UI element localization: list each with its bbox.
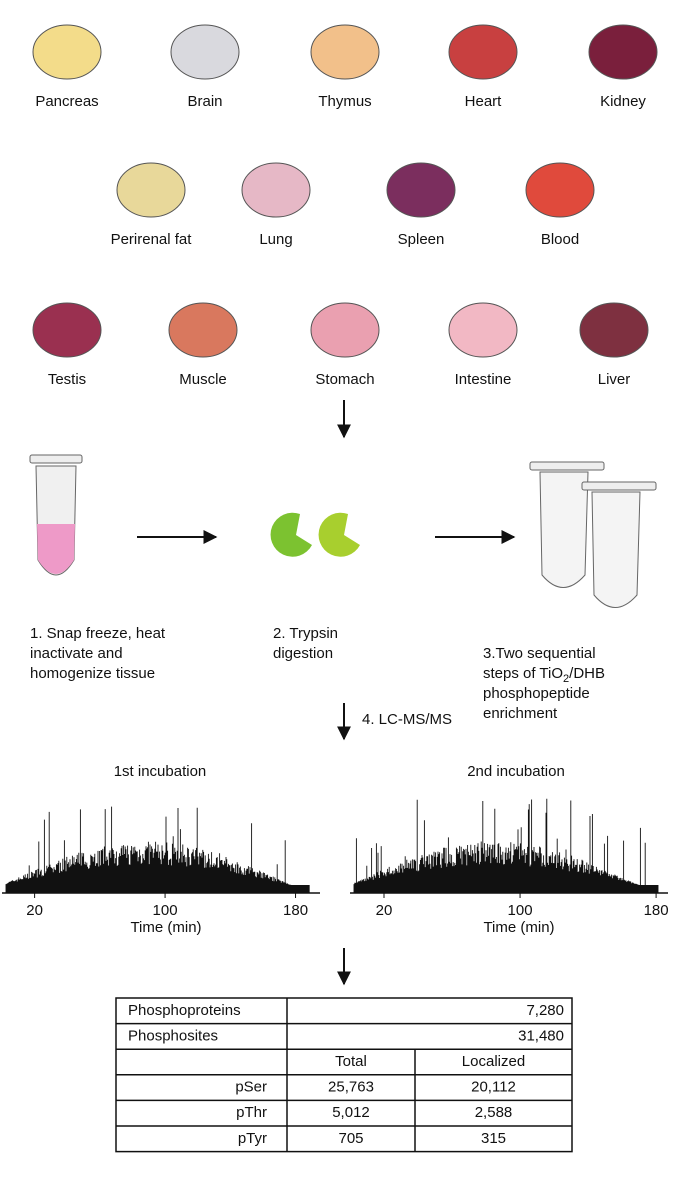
organ-icon <box>579 302 649 358</box>
chromatogram-title: 2nd incubation <box>467 763 565 780</box>
organ-label: Spleen <box>398 231 445 248</box>
table-cell: Phosphoproteins <box>128 1002 241 1019</box>
table-cell: 315 <box>481 1130 506 1147</box>
trypsin-icon <box>270 512 360 557</box>
trace <box>5 806 310 893</box>
organ-icon <box>310 302 380 358</box>
organ-label: Lung <box>259 231 292 248</box>
organ-icon <box>170 24 240 80</box>
organ-icon <box>525 162 595 218</box>
organ-icon <box>168 302 238 358</box>
table-cell: 20,112 <box>471 1079 516 1096</box>
step-text: 2. Trypsin <box>273 625 338 642</box>
step-text: inactivate and <box>30 645 123 662</box>
organ-label: Kidney <box>600 93 646 110</box>
step-text: 1. Snap freeze, heat <box>30 625 166 642</box>
step-text: digestion <box>273 645 333 662</box>
step-text: steps of TiO2/DHB <box>483 665 605 685</box>
x-tick-label: 20 <box>26 902 43 919</box>
step-text: 3.Two sequential <box>483 645 596 662</box>
organ-label: Perirenal fat <box>111 231 193 248</box>
organ-label: Blood <box>541 231 579 248</box>
organ-label: Muscle <box>179 371 227 388</box>
tube-icon <box>29 454 83 576</box>
organ-icon <box>32 302 102 358</box>
organ-label: Liver <box>598 371 631 388</box>
organ-icon <box>241 162 311 218</box>
tube-icon <box>529 461 657 608</box>
organ-icon <box>448 302 518 358</box>
organ-icon <box>310 24 380 80</box>
organ-icon <box>386 162 456 218</box>
step-text: phosphopeptide <box>483 685 590 702</box>
x-tick-label: 180 <box>644 902 669 919</box>
organ-label: Brain <box>187 93 222 110</box>
organ-label: Intestine <box>455 371 512 388</box>
organ-icon <box>116 162 186 218</box>
table-cell: 25,763 <box>328 1079 374 1096</box>
table-cell: pThr <box>236 1104 267 1121</box>
table-cell: pSer <box>235 1079 267 1096</box>
table-cell: 705 <box>338 1130 363 1147</box>
x-tick-label: 180 <box>283 902 308 919</box>
organ-icon <box>32 24 102 80</box>
step-text: enrichment <box>483 705 558 722</box>
x-tick-label: 100 <box>153 902 178 919</box>
table-cell: 5,012 <box>332 1104 370 1121</box>
organ-label: Thymus <box>318 93 371 110</box>
step-text: homogenize tissue <box>30 665 155 682</box>
organ-label: Heart <box>465 93 503 110</box>
table-cell: pTyr <box>238 1130 267 1147</box>
organ-label: Testis <box>48 371 86 388</box>
table-cell: 31,480 <box>518 1027 564 1044</box>
trace <box>353 798 659 893</box>
ms-label: 4. LC-MS/MS <box>362 711 452 728</box>
x-tick-label: 100 <box>508 902 533 919</box>
table-cell: Phosphosites <box>128 1027 218 1044</box>
table-cell: 7,280 <box>526 1002 564 1019</box>
x-tick-label: 20 <box>376 902 393 919</box>
organ-icon <box>448 24 518 80</box>
axis-label: Time (min) <box>130 919 201 936</box>
axis-label: Time (min) <box>483 919 554 936</box>
chromatogram-title: 1st incubation <box>114 763 207 780</box>
organ-label: Stomach <box>315 371 374 388</box>
table-header: Localized <box>462 1053 525 1070</box>
organ-label: Pancreas <box>35 93 98 110</box>
table-header: Total <box>335 1053 367 1070</box>
table-cell: 2,588 <box>475 1104 513 1121</box>
organ-icon <box>588 24 658 80</box>
